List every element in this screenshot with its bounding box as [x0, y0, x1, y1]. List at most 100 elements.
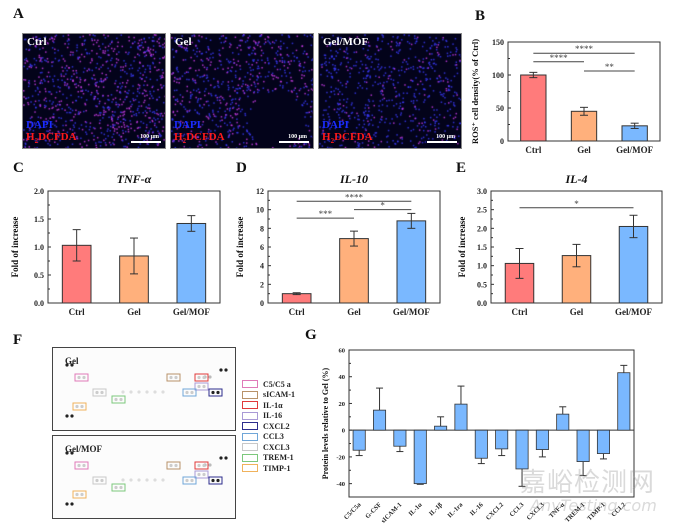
stain-sub: 2: [182, 137, 187, 145]
bar-g: [474, 429, 488, 459]
spot-box: [72, 402, 87, 411]
spot-box: [194, 461, 209, 470]
x-tick-label: Gel/MOF: [393, 307, 430, 317]
spot-box: [74, 461, 89, 470]
bar-gel: [339, 238, 369, 304]
scale-bar-label: 100 μm: [436, 134, 455, 140]
legend-label: IL-1α: [263, 400, 283, 410]
y-tick-label: 1.0: [477, 262, 487, 271]
stain-h: H: [174, 130, 183, 143]
x-tick-label: Gel: [570, 307, 584, 317]
spot-box: [72, 490, 87, 499]
y-tick-label: 6: [260, 243, 264, 252]
panel-letter-b: B: [475, 8, 486, 24]
panel-letter-g: G: [305, 327, 317, 343]
faint-spot: [129, 390, 133, 394]
bar-g: [556, 413, 570, 431]
array-spot: [211, 390, 215, 395]
array-spot: [216, 390, 220, 395]
array-spot: [80, 492, 84, 497]
array-spot: [197, 463, 201, 468]
bar-gel: [119, 255, 149, 304]
array-spot: [197, 472, 201, 477]
y-tick-label: 100: [492, 71, 504, 80]
faint-spot: [137, 390, 141, 394]
fluorescence-image: [171, 34, 313, 148]
y-axis-label: ROS⁺ cell density(% of Ctrl): [470, 39, 480, 144]
y-tick-label: 0: [342, 428, 345, 435]
bar-g: [434, 425, 448, 431]
stain-rest: DCFDA: [334, 130, 373, 143]
plot-frame: [348, 349, 635, 498]
spot-box: [166, 373, 181, 382]
legend-item: CXCL2: [242, 421, 295, 432]
significance-stars: **: [605, 62, 615, 72]
array-spot: [174, 463, 178, 468]
x-tick-label: C5/C5a: [343, 501, 363, 521]
spot-box: [111, 395, 126, 404]
faint-spot: [153, 390, 157, 394]
reference-spot: [65, 451, 69, 455]
x-tick-label: Gel: [577, 145, 591, 155]
spot-box: [208, 388, 223, 397]
y-tick-label: 0.5: [34, 271, 44, 280]
blot-spots: [65, 451, 228, 506]
legend-item: TIMP-1: [242, 463, 295, 474]
array-spot: [114, 397, 118, 402]
array-spot: [202, 472, 206, 477]
y-tick-label: 20: [339, 401, 346, 408]
y-tick-label: 2: [260, 280, 264, 289]
watermark-en: AnyTesting.com: [530, 496, 657, 515]
watermark-cn: 嘉峪检测网: [520, 468, 656, 498]
y-tick-label: 2.0: [34, 187, 44, 196]
bar-g: [596, 429, 610, 454]
faint-spot: [137, 478, 141, 482]
scale-bar-label: 100 μm: [288, 134, 307, 140]
reference-spot: [65, 414, 69, 418]
y-tick-label: 2.5: [477, 206, 487, 215]
x-tick-label: CXCL2: [485, 501, 505, 521]
y-tick-label: 150: [492, 38, 504, 47]
significance-stars: ****: [575, 44, 594, 54]
stain-label-dapi: DAPI: [322, 119, 349, 131]
bar-g: [413, 429, 427, 485]
panel-letter-c: C: [13, 160, 24, 176]
faint-spot: [121, 478, 125, 482]
faint-spot: [129, 478, 133, 482]
y-tick-label: 3.0: [477, 187, 487, 196]
stain-label-h2dcfda: H2DCFDA: [174, 131, 225, 145]
reference-spot: [70, 451, 74, 455]
micrograph-gel: Gel DAPI H2DCFDA 100 μm: [170, 33, 314, 149]
y-tick-label: 4: [260, 262, 264, 271]
stain-sub: 2: [330, 137, 335, 145]
x-tick-label: IL-1β: [428, 501, 444, 517]
array-spot: [77, 375, 81, 380]
legend-label: CCL3: [263, 432, 284, 442]
y-tick-label: 50: [496, 104, 504, 113]
legend-label: sICAM-1: [263, 390, 295, 400]
legend-swatch: [242, 432, 258, 441]
array-spot: [174, 375, 178, 380]
array-spot: [197, 375, 201, 380]
array-spot: [185, 478, 189, 483]
bar-g: [617, 372, 631, 431]
blot-title: Gel: [65, 356, 79, 366]
reference-spot: [219, 368, 223, 372]
fluorescence-image: [23, 34, 165, 148]
legend-item: sICAM-1: [242, 390, 295, 401]
array-spot: [185, 390, 189, 395]
array-spot: [216, 478, 220, 483]
y-axis-label: Protein levels relative to Gel (%): [321, 367, 330, 479]
bar-g: [352, 429, 366, 451]
y-tick-label: 10: [256, 206, 264, 215]
y-tick-label: 0.5: [477, 280, 487, 289]
legend-label: C5/C5 a: [263, 379, 291, 389]
bar-g: [495, 429, 509, 450]
array-spot: [95, 478, 99, 483]
array-spot: [100, 478, 104, 483]
scale-bar: [427, 141, 457, 143]
bar-g: [373, 409, 387, 431]
reference-spot: [219, 456, 223, 460]
array-spot: [100, 390, 104, 395]
